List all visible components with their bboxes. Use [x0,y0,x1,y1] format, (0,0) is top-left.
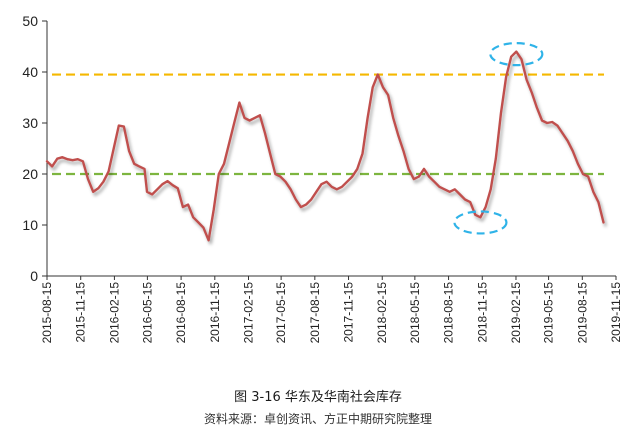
x-tick-label: 2015-08-15 [40,282,54,344]
x-tick-label: 2018-02-15 [375,282,389,344]
x-tick-label: 2018-11-15 [475,282,489,343]
x-tick-label: 2019-08-15 [575,282,589,344]
y-tick-label: 40 [22,64,38,80]
highlight-ellipse-peak [489,42,544,67]
x-tick-label: 2017-02-15 [242,282,256,344]
x-tick-label: 2019-11-15 [609,282,623,343]
x-tick-label: 2016-11-15 [208,282,222,343]
x-tick-label: 2018-05-15 [408,282,422,344]
highlight-ellipse-trough [453,210,508,235]
x-tick-label: 2019-05-15 [542,282,556,344]
x-tick-label: 2017-11-15 [342,282,356,343]
y-tick-label: 50 [22,13,38,29]
y-tick-label: 30 [22,115,38,131]
x-tick-label: 2019-02-15 [509,282,523,344]
x-tick-label: 2018-08-15 [442,282,456,344]
x-tick-label: 2016-02-15 [107,282,121,344]
y-axis: 0 10 20 30 40 50 [22,13,48,284]
x-tick-label: 2015-11-15 [74,282,88,343]
line-chart: 0 10 20 30 40 50 2015-08-15 2015-11-15 2016-02-… [22,13,623,344]
x-tick-label: 2017-08-15 [308,282,322,344]
x-tick-label: 2016-05-15 [140,282,154,344]
y-tick-label: 20 [22,166,38,182]
y-tick-label: 10 [22,217,38,233]
x-tick-label: 2016-08-15 [174,282,188,344]
x-axis: 2015-08-15 2015-11-15 2016-02-15 2016-05-15… [40,275,623,344]
figure-caption: 图 3-16 华东及华南社会库存 [234,390,402,405]
highlight-ellipses [453,42,544,235]
source-note: 资料来源：卓创资讯、方正中期研究院整理 [203,412,432,426]
x-tick-label: 2017-05-15 [274,282,288,344]
reference-lines [52,73,604,176]
series-line [45,50,605,242]
series-layer [45,50,605,242]
y-tick-label: 0 [30,268,38,284]
